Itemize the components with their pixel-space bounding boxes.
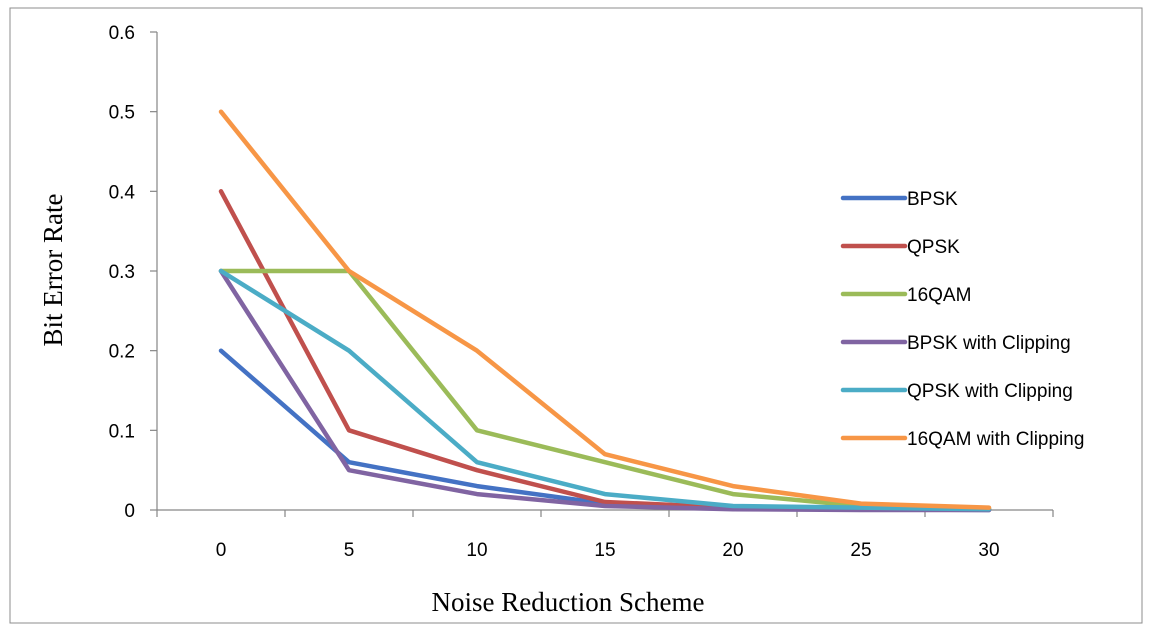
legend-label: BPSK with Clipping: [907, 333, 1071, 354]
series-line-qpsk-with-clipping: [218, 268, 992, 512]
series-lines: [218, 109, 992, 513]
axes: 0 0.1 0.2 0.3 0.4 0.5 0.6 0 5 10 15 20 25 30: [109, 23, 1054, 561]
series-line-16qam-with-clipping: [218, 109, 992, 510]
legend-label: 16QAM: [907, 285, 971, 306]
legend-label: BPSK: [907, 189, 958, 210]
x-axis-title: Noise Reduction Scheme: [432, 587, 705, 617]
series-line-bpsk-with-clipping: [218, 268, 992, 513]
x-tick-label: 20: [722, 540, 743, 561]
legend-label: QPSK: [907, 237, 960, 258]
x-tick-label: 25: [850, 540, 871, 561]
x-tick-label: 5: [344, 540, 355, 561]
legend: BPSK QPSK 16QAM BPSK with Clipping QPSK with…: [840, 189, 1084, 450]
x-tick-label: 10: [466, 540, 487, 561]
y-tick-label: 0.4: [109, 182, 136, 203]
y-tick-label: 0.6: [109, 23, 135, 44]
legend-label: 16QAM with Clipping: [907, 429, 1084, 450]
x-tick-label: 30: [978, 540, 999, 561]
y-tick-label: 0.2: [109, 342, 135, 363]
y-tick-label: 0.1: [109, 421, 135, 442]
y-tick-label: 0: [124, 501, 135, 522]
x-tick-label: 0: [216, 540, 227, 561]
y-tick-label: 0.3: [109, 262, 135, 283]
y-tick-label: 0.5: [109, 103, 135, 124]
x-tick-label: 15: [594, 540, 615, 561]
y-axis-title: Bit Error Rate: [38, 194, 68, 347]
legend-label: QPSK with Clipping: [907, 381, 1073, 402]
chart-border: [9, 7, 1143, 624]
